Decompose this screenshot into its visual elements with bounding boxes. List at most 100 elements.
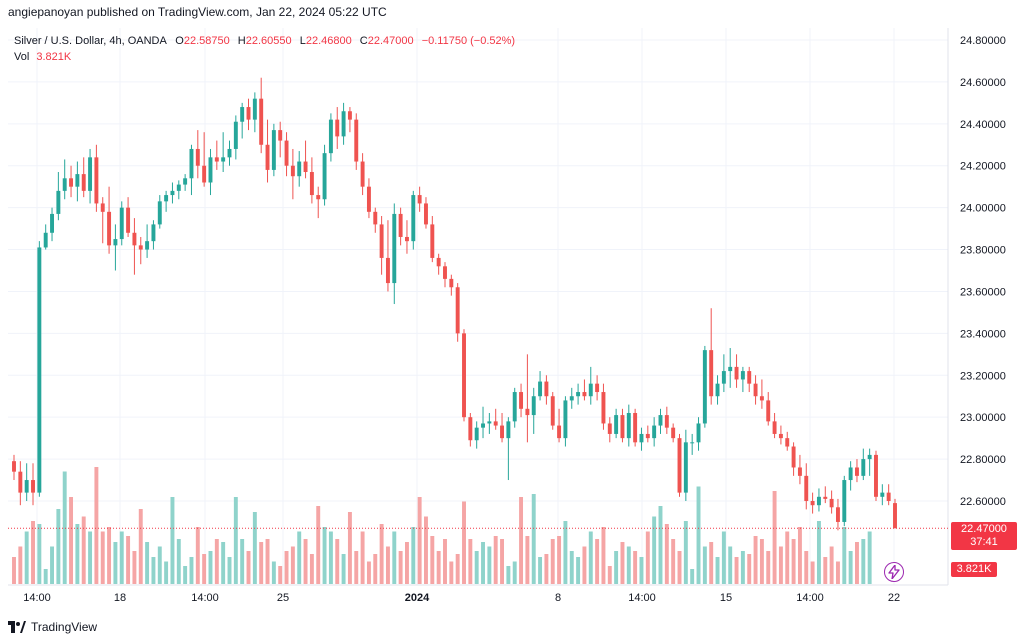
volume-bar bbox=[582, 546, 587, 584]
time-tick-label: 14:00 bbox=[628, 592, 656, 604]
volume-bar bbox=[861, 539, 866, 584]
volume-bar bbox=[867, 531, 872, 584]
volume-bar bbox=[94, 467, 99, 584]
volume-bar bbox=[740, 551, 745, 584]
low-value: 22.46800 bbox=[305, 35, 352, 47]
volume-bar bbox=[538, 557, 543, 584]
volume-bar bbox=[468, 539, 473, 584]
candle-body bbox=[785, 438, 790, 447]
volume-bar bbox=[487, 546, 492, 584]
candle-body bbox=[614, 415, 619, 434]
candle-body bbox=[538, 381, 543, 397]
volume-bar bbox=[322, 527, 327, 584]
candle-body bbox=[417, 195, 422, 204]
volume-bar bbox=[347, 512, 352, 584]
candle-body bbox=[443, 266, 447, 279]
tradingview-logo[interactable]: TradingView bbox=[8, 620, 97, 634]
symbol-label[interactable]: Silver / U.S. Dollar, 4h, OANDA bbox=[14, 35, 167, 47]
candle-body bbox=[867, 454, 872, 460]
candle-body bbox=[328, 119, 333, 154]
last-price-badge: 22.47000 37:41 bbox=[951, 522, 1017, 550]
candle-body bbox=[633, 412, 638, 443]
publish-line: angiepanoyan published on TradingView.co… bbox=[8, 5, 387, 19]
volume-bar bbox=[747, 554, 752, 584]
candle-body bbox=[183, 178, 188, 185]
price-tick-label: 23.80000 bbox=[960, 245, 1006, 257]
candle-body bbox=[259, 98, 264, 145]
candle-body bbox=[392, 213, 397, 284]
volume-bar bbox=[519, 497, 524, 584]
candle-body bbox=[690, 442, 695, 444]
legend-ohlc-row: Silver / U.S. Dollar, 4h, OANDA O22.5875… bbox=[14, 34, 515, 49]
candle-body bbox=[639, 433, 644, 443]
candle-body bbox=[12, 461, 16, 472]
price-tick-label: 23.40000 bbox=[960, 328, 1006, 340]
volume-bar bbox=[18, 546, 23, 584]
candle-body bbox=[525, 408, 530, 416]
candle-body bbox=[595, 383, 600, 393]
volume-bar bbox=[246, 551, 251, 584]
candle-body bbox=[468, 417, 473, 441]
volume-bar bbox=[734, 557, 739, 584]
volume-bar bbox=[797, 527, 802, 584]
candle-body bbox=[411, 195, 416, 242]
candle-body bbox=[309, 172, 314, 196]
candle-body bbox=[740, 371, 745, 380]
volume-bar bbox=[721, 531, 726, 584]
candle-body bbox=[500, 425, 505, 439]
volume-bar bbox=[189, 557, 194, 584]
tradingview-logo-icon bbox=[8, 621, 26, 633]
volume-bar bbox=[297, 531, 302, 584]
candle-body bbox=[119, 207, 124, 240]
candle-body bbox=[170, 190, 175, 196]
volume-bar bbox=[785, 531, 790, 584]
candlestick-chart[interactable]: 24.80000 24.60000 24.40000 24.20000 24.00000… bbox=[0, 0, 1024, 610]
candle-body bbox=[31, 480, 35, 493]
candle-body bbox=[221, 157, 226, 162]
lightning-icon[interactable] bbox=[884, 562, 904, 582]
volume-bar bbox=[265, 539, 270, 584]
time-tick-label: 2024 bbox=[405, 592, 430, 604]
volume-bar bbox=[430, 536, 435, 584]
candle-body bbox=[626, 412, 631, 439]
candle-body bbox=[766, 400, 771, 422]
volume-bar bbox=[404, 542, 409, 584]
candle-body bbox=[728, 366, 733, 372]
volume-bar bbox=[671, 539, 676, 584]
candle-body bbox=[683, 442, 688, 493]
candle-body bbox=[487, 421, 492, 424]
candle-body bbox=[677, 438, 682, 493]
legend-volume-row: Vol 3.821K bbox=[14, 50, 515, 65]
candle-body bbox=[462, 333, 466, 418]
candle-body bbox=[481, 423, 485, 428]
low-label: L bbox=[299, 35, 306, 47]
candle-body bbox=[62, 178, 67, 191]
volume-bar bbox=[252, 512, 257, 584]
candle-body bbox=[449, 278, 454, 288]
volume-label[interactable]: Vol bbox=[14, 51, 30, 63]
volume-bar bbox=[233, 497, 238, 584]
candle-body bbox=[354, 119, 359, 162]
volume-bar bbox=[24, 531, 29, 584]
volume-bar bbox=[75, 524, 80, 584]
volume-bar bbox=[290, 546, 295, 584]
volume-badge: 3.821K bbox=[951, 562, 997, 577]
volume-bar bbox=[183, 566, 188, 584]
volume-bar bbox=[43, 569, 48, 584]
price-tick-label: 22.60000 bbox=[960, 496, 1006, 508]
candle-body bbox=[474, 427, 479, 441]
candle-body bbox=[335, 119, 340, 137]
price-tick-label: 24.80000 bbox=[960, 35, 1006, 47]
candle-body bbox=[778, 433, 783, 439]
volume-bar bbox=[354, 551, 359, 584]
volume-bar bbox=[436, 551, 441, 584]
volume-bar bbox=[506, 566, 511, 584]
candle-body bbox=[874, 454, 878, 497]
candle-body bbox=[696, 423, 701, 443]
volume-bar bbox=[474, 551, 479, 584]
volume-bar bbox=[550, 539, 555, 584]
candle-body bbox=[56, 190, 61, 214]
candle-body bbox=[886, 492, 891, 501]
volume-bar bbox=[588, 531, 593, 584]
candle-body bbox=[379, 224, 384, 258]
